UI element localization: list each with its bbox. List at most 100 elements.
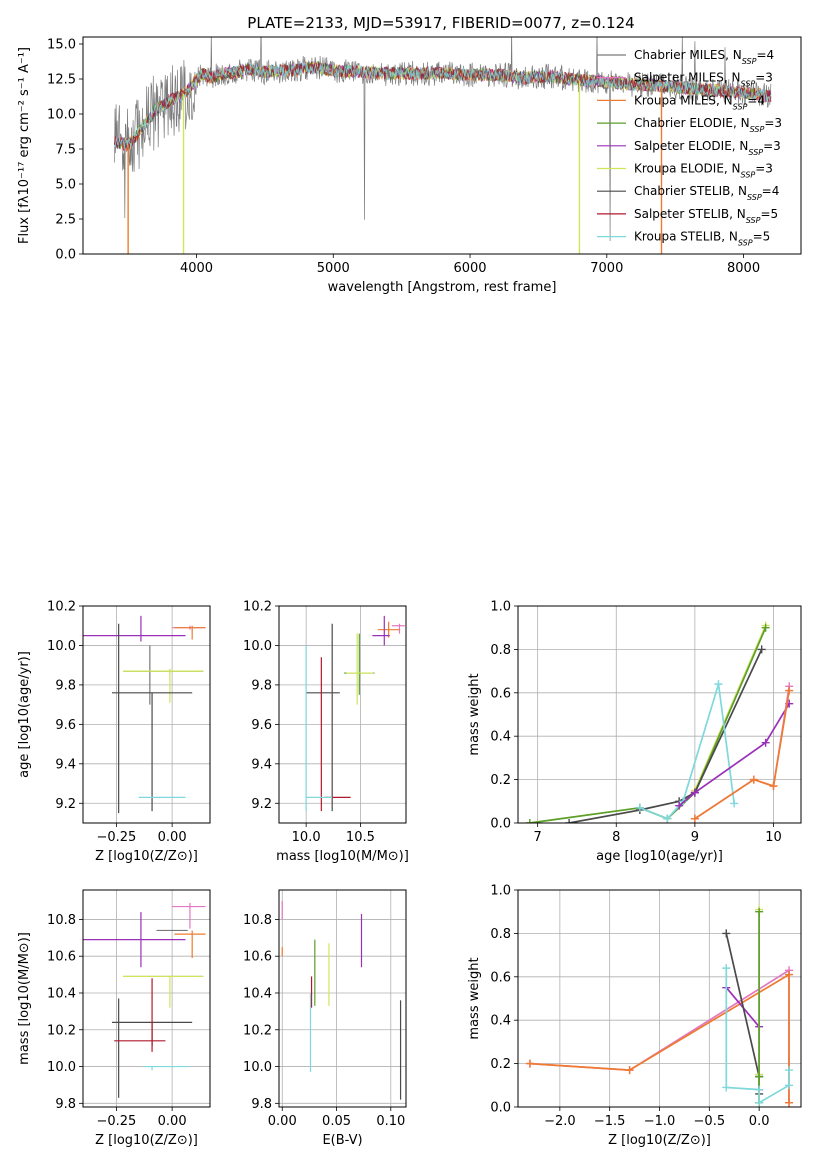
legend-label-salpeter_miles: Salpeter MILES, NSSP=3 <box>634 71 773 89</box>
series-marker-chabrier_elodie <box>761 623 770 632</box>
legend-label-salpeter_elodie: Salpeter ELODIE, NSSP=3 <box>634 139 781 157</box>
series-marker-kroupa_stelib <box>755 1098 764 1107</box>
series-marker-kroupa_miles <box>690 814 699 823</box>
legend-main: Chabrier STELIB, N <box>634 184 747 198</box>
y-tick-label: 9.8 <box>251 678 272 693</box>
legend-val: =4 <box>747 93 765 107</box>
y-tick-label: 10.0 <box>243 1060 272 1075</box>
x-tick-label: 0.05 <box>322 1114 351 1129</box>
spectrum-panel: 4000 5000 6000 7000 8000 0.0 2.5 5.0 7.5 10.0 12.5… <box>17 36 802 295</box>
mass-vs-metallicity-panel: −0.25 0.00 9.8 10.0 10.2 10.4 10.6 10.8 Z [log10… <box>17 889 211 1148</box>
x-tick-label: 0.0 <box>749 1114 770 1129</box>
x-axis-label: mass [log10(M/M⊙)] <box>276 849 409 864</box>
legend-sub: SSP <box>741 79 756 88</box>
x-tick-label: 10.5 <box>346 830 375 845</box>
legend-val: =3 <box>755 162 773 176</box>
axes-frame <box>517 889 802 1108</box>
y-tick-label: 10.2 <box>243 600 272 615</box>
legend-label-chabrier_stelib: Chabrier STELIB, NSSP=4 <box>634 184 779 202</box>
series-marker-chabrier_stelib <box>722 929 731 938</box>
y-tick-label: 2.5 <box>55 213 76 228</box>
legend-label-kroupa_elodie: Kroupa ELODIE, NSSP=3 <box>634 162 773 180</box>
y-tick-label: 9.4 <box>251 757 272 772</box>
y-axis-label: mass weight <box>467 673 482 755</box>
x-tick-label: 0.00 <box>158 830 187 845</box>
y-tick-label: 9.8 <box>251 1097 272 1112</box>
massweight-vs-metallicity-panel: −2.0 −1.5 −1.0 −0.5 0.0 0.0 0.2 0.4 0.6 0.8 1.0 Z [… <box>467 884 802 1148</box>
legend-main: Kroupa STELIB, N <box>634 230 738 244</box>
spectrum-legend: Chabrier MILES, NSSP=4 Salpeter MILES, NS… <box>597 48 782 247</box>
legend-sub: SSP <box>738 238 753 247</box>
y-tick-label: 10.4 <box>243 986 272 1001</box>
age-vs-metallicity-panel: −0.25 0.00 9.2 9.4 9.6 9.8 10.0 10.2 Z [log10(Z/… <box>17 600 211 864</box>
axes-frame <box>82 605 211 824</box>
model-line-kroupa_stelib <box>114 61 772 149</box>
x-axis-label: wavelength [Angstrom, rest frame] <box>328 280 557 295</box>
plot-area <box>114 37 772 254</box>
y-tick-label: 0.0 <box>490 817 511 832</box>
legend-sub: SSP <box>746 215 761 224</box>
plot-area <box>518 606 801 823</box>
massweight-vs-age-panel: 7 8 9 10 0.0 0.2 0.4 0.6 0.8 1.0 age [log10(age/yr… <box>467 600 802 864</box>
plot-area <box>83 890 210 1107</box>
series-marker-chabrier_stelib <box>757 645 766 654</box>
plot-area <box>83 606 210 823</box>
legend-val: =3 <box>763 139 781 153</box>
legend-label-kroupa_stelib: Kroupa STELIB, NSSP=5 <box>634 230 770 248</box>
series-marker-salpeter_elodie <box>675 801 684 810</box>
series-marker-kroupa_miles <box>785 686 794 695</box>
y-tick-label: 0.6 <box>490 686 511 701</box>
series-marker-kroupa_miles <box>749 775 758 784</box>
legend-val: =4 <box>762 184 780 198</box>
y-axis-label: mass [log10(M/M⊙)] <box>17 932 32 1065</box>
y-tick-label: 0.4 <box>490 730 511 745</box>
x-tick-label: 0.00 <box>158 1114 187 1129</box>
legend-label-kroupa_miles: Kroupa MILES, NSSP=4 <box>634 93 765 111</box>
legend-val: =3 <box>764 116 782 130</box>
y-tick-label: 10.4 <box>47 986 76 1001</box>
series-line-kroupa_miles <box>694 690 791 820</box>
series-marker-chabrier_elodie <box>755 1072 764 1081</box>
series-marker-kroupa_miles <box>785 970 794 979</box>
legend-val: =5 <box>760 207 778 221</box>
x-tick-label: 10 <box>765 830 782 845</box>
series-marker-kroupa_miles <box>769 782 778 791</box>
y-tick-label: 7.5 <box>55 143 76 158</box>
series-marker-kroupa_stelib <box>635 803 644 812</box>
y-tick-label: 0.8 <box>490 927 511 942</box>
y-tick-label: 0.0 <box>55 248 76 263</box>
axes-frame <box>82 889 211 1108</box>
plot-area <box>518 890 801 1107</box>
mass-vs-ebv-panel: 0.00 0.05 0.10 9.8 10.0 10.2 10.4 10.6 10.8 E(B-V… <box>243 889 407 1148</box>
legend-sub: SSP <box>733 102 748 111</box>
legend-val: =5 <box>753 230 771 244</box>
legend-sub: SSP <box>747 193 762 202</box>
legend-sub: SSP <box>750 125 765 134</box>
series-marker-salpeter_elodie <box>690 788 699 797</box>
age-vs-mass-panel: 10.0 10.5 9.2 9.4 9.6 9.8 10.0 10.2 mass [log10(… <box>243 600 409 865</box>
y-tick-label: 9.4 <box>55 757 76 772</box>
legend-label-salpeter_stelib: Salpeter STELIB, NSSP=5 <box>634 207 778 225</box>
x-tick-label: −1.0 <box>644 1114 676 1129</box>
y-tick-label: 10.2 <box>243 1023 272 1038</box>
legend-label-chabrier_miles: Chabrier MILES, NSSP=4 <box>634 48 774 66</box>
y-tick-label: 10.0 <box>47 639 76 654</box>
y-tick-label: 10.6 <box>243 950 272 965</box>
y-tick-label: 0.6 <box>490 970 511 985</box>
x-tick-label: 7000 <box>590 261 623 276</box>
y-tick-label: 0.8 <box>490 643 511 658</box>
x-tick-label: 8000 <box>727 261 760 276</box>
series-marker-salpeter_elodie <box>761 738 770 747</box>
x-tick-label: 0.10 <box>376 1114 405 1129</box>
y-tick-label: 12.5 <box>47 73 76 88</box>
y-tick-label: 9.6 <box>55 718 76 733</box>
y-tick-label: 15.0 <box>47 38 76 53</box>
series-marker-kroupa_miles <box>785 1098 794 1107</box>
series-marker-kroupa_stelib <box>785 1066 794 1075</box>
y-tick-label: 0.4 <box>490 1014 511 1029</box>
series-line-chabrier_stelib <box>725 933 760 1094</box>
series-marker-kroupa_miles <box>625 1066 634 1075</box>
x-tick-label: 10.0 <box>292 830 321 845</box>
legend-sub: SSP <box>741 170 756 179</box>
